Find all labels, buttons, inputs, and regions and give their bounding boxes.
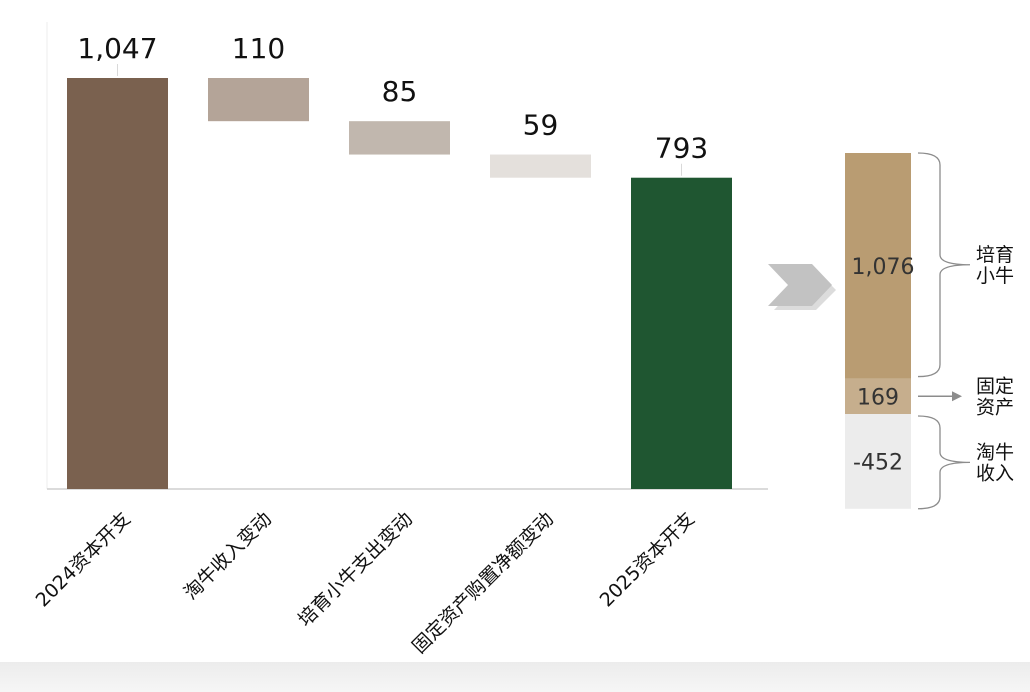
chevron-arrow-icon [768, 264, 836, 310]
waterfall-data-label: 1,047 [77, 32, 157, 65]
arrow-head-icon [952, 391, 962, 402]
waterfall-data-label: 110 [232, 32, 285, 65]
annotation-label: 培育小牛 [976, 244, 1014, 287]
waterfall-bar-5 [631, 177, 732, 489]
stack-data-label: 169 [857, 385, 899, 410]
brace-bracket [917, 152, 971, 378]
annotation-label: 淘牛收入 [976, 441, 1014, 484]
stack-data-label: 1,076 [852, 255, 915, 280]
x-tick-label: 培育小牛支出变动 [294, 508, 417, 631]
x-tick-label: 2025资本开支 [596, 508, 699, 611]
x-tick-label: 固定资产购置净额变动 [408, 508, 558, 658]
waterfall-bar-1 [67, 78, 168, 489]
waterfall-data-label: 85 [382, 75, 418, 108]
waterfall-chart: 1,047 2024资本开支 110 淘牛收入变动 85 培育小牛支出变动 59 固定资产购置… [32, 22, 768, 658]
annotation-label: 固定资产 [976, 375, 1014, 418]
stack-segment-1 [845, 153, 911, 379]
footer-band [0, 662, 1030, 692]
stack-segment-3 [845, 414, 911, 509]
x-tick-label: 淘牛收入变动 [180, 508, 276, 604]
waterfall-bar-2 [208, 78, 309, 122]
waterfall-bar-3 [349, 121, 450, 155]
stack-data-label: -452 [853, 450, 903, 475]
waterfall-bar-4 [490, 154, 591, 178]
brace-bracket [917, 415, 971, 510]
waterfall-data-label: 59 [523, 109, 559, 142]
waterfall-data-label: 793 [655, 132, 708, 165]
x-tick-label: 2024资本开支 [32, 508, 135, 611]
stack-segment-2 [845, 378, 911, 414]
